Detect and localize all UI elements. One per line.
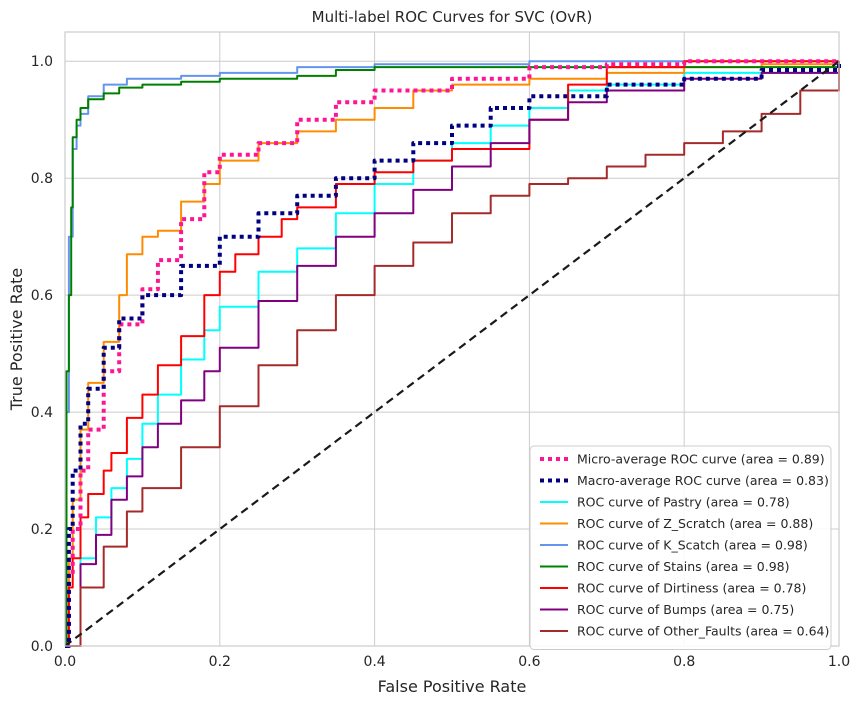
diagonal-reference-line bbox=[64, 60, 840, 647]
x-tick-label: 0.0 bbox=[54, 654, 76, 670]
y-tick-label: 0.2 bbox=[31, 522, 53, 538]
legend-label: ROC curve of K_Scatch (area = 0.98) bbox=[577, 538, 808, 553]
x-tick-label: 0.8 bbox=[673, 654, 695, 670]
curve-7 bbox=[65, 61, 840, 647]
y-tick-label: 1.0 bbox=[31, 54, 53, 70]
legend-label: ROC curve of Stains (area = 0.98) bbox=[577, 559, 790, 574]
x-tick-label: 0.6 bbox=[518, 654, 540, 670]
legend: Micro-average ROC curve (area = 0.89) Mac… bbox=[529, 445, 832, 650]
y-tick-label: 0.0 bbox=[31, 639, 53, 655]
curves-layer bbox=[64, 59, 841, 648]
plot-frame bbox=[64, 31, 840, 647]
legend-label: Macro-average ROC curve (area = 0.83) bbox=[577, 473, 829, 488]
x-tick-label: 1.0 bbox=[828, 654, 850, 670]
x-tick-labels: 0.0 0.2 0.4 0.6 0.8 1.0 bbox=[54, 654, 850, 670]
y-axis-label: True Positive Rate bbox=[7, 268, 26, 412]
y-tick-label: 0.4 bbox=[31, 405, 53, 421]
chart-title: Multi-label ROC Curves for SVC (OvR) bbox=[312, 8, 593, 26]
legend-label: Micro-average ROC curve (area = 0.89) bbox=[577, 452, 825, 467]
legend-label: ROC curve of Z_Scratch (area = 0.88) bbox=[577, 516, 813, 531]
legend-label: ROC curve of Bumps (area = 0.75) bbox=[577, 602, 794, 617]
curve-8 bbox=[65, 61, 840, 647]
legend-label: ROC curve of Dirtiness (area = 0.78) bbox=[577, 581, 806, 596]
curve-1 bbox=[65, 61, 841, 648]
y-tick-label: 0.8 bbox=[31, 171, 53, 187]
y-tick-label: 0.6 bbox=[31, 288, 53, 304]
x-tick-label: 0.2 bbox=[209, 654, 231, 670]
legend-label: ROC curve of Other_Faults (area = 0.64) bbox=[577, 624, 829, 639]
curve-0 bbox=[65, 59, 839, 648]
legend-label: ROC curve of Pastry (area = 0.78) bbox=[577, 495, 790, 510]
x-tick-label: 0.4 bbox=[363, 654, 385, 670]
y-tick-labels: 0.0 0.2 0.4 0.6 0.8 1.0 bbox=[31, 54, 53, 655]
legend-box bbox=[529, 445, 832, 650]
curve-5 bbox=[65, 61, 840, 647]
curve-3 bbox=[65, 61, 840, 647]
x-axis-label: False Positive Rate bbox=[378, 677, 527, 696]
